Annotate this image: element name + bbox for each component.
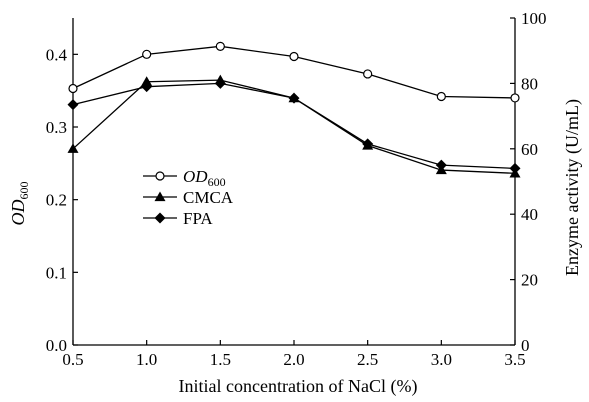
legend-label-cmca: CMCA xyxy=(183,188,234,207)
x-axis-title: Initial concentration of NaCl (%) xyxy=(179,376,418,397)
legend-label-main: OD xyxy=(183,167,208,186)
right-y-tick-label: 0 xyxy=(521,336,530,355)
data-point-fpa xyxy=(435,159,447,171)
left-y-tick-label: 0.3 xyxy=(46,118,67,137)
left-y-tick-label: 0.0 xyxy=(46,336,67,355)
x-tick-label: 3.5 xyxy=(504,350,525,369)
data-point-od600 xyxy=(289,51,299,62)
data-point-od600 xyxy=(142,49,152,59)
left-y-axis-title-sub: 600 xyxy=(17,182,31,200)
left-y-axis-title: OD600 xyxy=(8,182,31,226)
data-point-fpa xyxy=(362,138,374,150)
data-point-fpa xyxy=(214,77,226,89)
data-point-od600 xyxy=(436,91,446,102)
right-y-tick-label: 40 xyxy=(521,205,538,224)
x-tick-label: 1.0 xyxy=(136,350,157,369)
right-y-tick-label: 60 xyxy=(521,140,538,159)
data-point-fpa xyxy=(288,92,300,104)
right-y-tick-label: 80 xyxy=(521,74,538,93)
x-tick-label: 2.0 xyxy=(283,350,304,369)
data-point-fpa xyxy=(141,81,153,93)
x-tick-label: 2.5 xyxy=(357,350,378,369)
legend-marker-fpa xyxy=(154,212,166,224)
legend-label-fpa: FPA xyxy=(183,209,213,228)
data-point-cmca xyxy=(141,76,153,86)
left-y-axis-title-main: OD xyxy=(8,200,28,226)
data-point-od600 xyxy=(510,93,520,103)
data-point-od600 xyxy=(363,69,373,79)
right-y-tick-label: 100 xyxy=(521,9,547,28)
data-point-fpa xyxy=(509,162,521,174)
legend-marker-cmca xyxy=(154,191,166,202)
data-point-od600 xyxy=(68,83,78,94)
x-tick-label: 1.5 xyxy=(210,350,231,369)
data-point-cmca xyxy=(67,143,79,153)
left-y-tick-label: 0.2 xyxy=(46,191,67,210)
left-y-tick-label: 0.4 xyxy=(46,45,68,64)
chart-axes: 0.5 1.0 1.5 2.0 2.5 3.0 3.5 0.0 0.1 0.2 0.3 0.4 0 20 4… xyxy=(8,9,583,397)
data-point-fpa xyxy=(67,99,79,111)
x-tick-label: 3.0 xyxy=(431,350,452,369)
legend-marker-od600 xyxy=(155,171,165,181)
data-point-od600 xyxy=(215,41,225,51)
x-tick-label: 0.5 xyxy=(62,350,83,369)
right-y-axis-title: Enzyme activity (U/mL) xyxy=(562,99,583,276)
chart-series xyxy=(67,41,521,178)
left-y-tick-label: 0.1 xyxy=(46,263,67,282)
legend-label-od600: OD600 xyxy=(183,167,226,189)
right-y-tick-label: 20 xyxy=(521,271,538,290)
legend-label-sub: 600 xyxy=(208,175,226,189)
